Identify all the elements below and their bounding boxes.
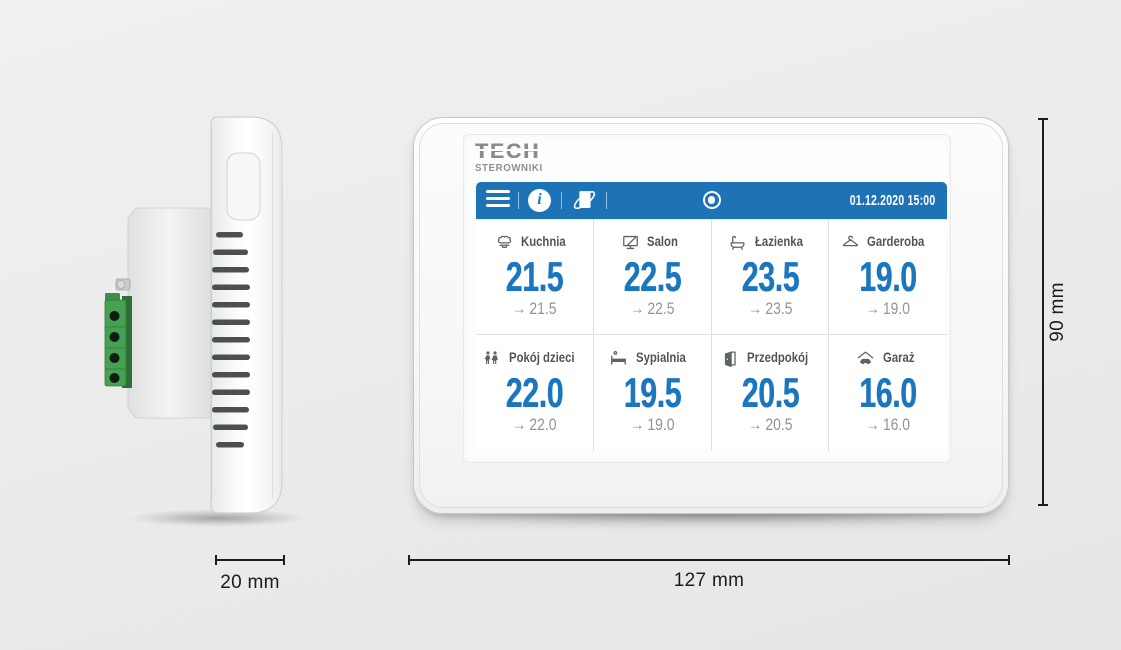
terminal-block (104, 293, 132, 388)
room-temperature: 19.0 (859, 253, 917, 300)
room-temperature: 20.5 (741, 369, 799, 416)
width-dimension-label: 127 mm (673, 570, 745, 591)
device-screen-glass: TECH STEROWNIKI i (463, 134, 951, 463)
setpoint-arrow-icon: → (865, 299, 880, 318)
device-side-view (104, 116, 308, 527)
room-tile-header: Łazienka (712, 232, 829, 252)
topbar-divider (561, 192, 562, 209)
room-tile-header: Garderoba (829, 232, 947, 252)
height-dimension-line (1038, 118, 1048, 506)
room-name: Garaż (882, 350, 915, 366)
setpoint-arrow-icon: → (865, 415, 880, 434)
room-tile-header: Pokój dzieci (476, 348, 593, 368)
hanger-icon (840, 232, 860, 252)
room-name: Salon (647, 234, 679, 250)
setpoint-arrow-icon: → (747, 415, 762, 434)
room-tile-header: Sypialnia (594, 348, 711, 368)
room-name: Pokój dzieci (508, 350, 575, 366)
children-icon (482, 348, 502, 368)
thermostat-screen: i 01.12.2020 15:00 (476, 182, 947, 452)
room-temperature: 22.0 (505, 369, 564, 416)
room-tile[interactable]: Kuchnia 21.5 → 21.5 (476, 219, 594, 335)
width-dimension-line (408, 555, 1010, 565)
vent-slots (212, 232, 250, 448)
room-tile[interactable]: Łazienka 23.5 → 23.5 (711, 219, 830, 335)
room-name: Łazienka (754, 234, 803, 250)
mounting-screw (115, 278, 131, 291)
room-tile-header: Garaż (829, 348, 947, 368)
room-tile[interactable]: Garderoba 19.0 → 19.0 (829, 219, 947, 335)
room-setpoint: → 16.0 (865, 415, 911, 434)
brand-logo: TECH STEROWNIKI (472, 140, 545, 174)
door-icon (720, 348, 740, 368)
topbar-divider (518, 192, 519, 209)
room-setpoint: → 22.5 (629, 299, 675, 318)
garage-icon (856, 348, 876, 368)
height-dimension-label: 90 mm (1047, 282, 1068, 342)
chef-hat-icon (494, 232, 514, 252)
room-name: Sypialnia (635, 350, 686, 366)
room-tile[interactable]: Garaż 16.0 → 16.0 (829, 335, 947, 451)
menu-icon[interactable] (486, 190, 510, 211)
bathtub-icon (728, 232, 748, 252)
datetime-label: 01.12.2020 15:00 (849, 192, 935, 209)
setpoint-arrow-icon: → (629, 299, 644, 318)
room-setpoint: → 21.5 (512, 299, 557, 318)
module-icon[interactable] (570, 186, 598, 220)
room-temperature: 16.0 (859, 369, 917, 416)
room-temperature: 23.5 (741, 253, 799, 300)
room-tile[interactable]: Sypialnia 19.5 → 19.0 (594, 335, 712, 451)
topbar-divider (606, 192, 607, 209)
room-setpoint: → 23.5 (747, 299, 793, 318)
plate-recess (226, 152, 261, 221)
room-tile-header: Przedpokój (712, 348, 829, 368)
setpoint-arrow-icon: → (747, 299, 762, 318)
room-tile-header: Salon (594, 232, 711, 252)
room-tile-header: Kuchnia (476, 232, 593, 252)
front-plate (210, 116, 283, 514)
info-icon[interactable]: i (528, 189, 551, 212)
depth-dimension-label: 20 mm (220, 572, 280, 593)
room-setpoint: → 22.0 (512, 415, 557, 434)
side-device-shadow (128, 509, 308, 527)
room-tile[interactable]: Przedpokój 20.5 → 20.5 (712, 335, 830, 451)
bed-icon (609, 348, 629, 368)
room-name: Garderoba (867, 234, 925, 250)
room-setpoint: → 20.5 (747, 415, 793, 434)
room-setpoint: → 19.0 (629, 415, 675, 434)
setpoint-arrow-icon: → (512, 415, 527, 434)
room-temperature: 22.5 (623, 253, 681, 300)
setpoint-arrow-icon: → (512, 299, 527, 318)
setpoint-arrow-icon: → (629, 415, 644, 434)
target-icon (702, 191, 721, 209)
room-tile[interactable]: Pokój dzieci 22.0 → 22.0 (476, 335, 594, 451)
room-name: Przedpokój (746, 350, 809, 366)
room-name: Kuchnia (521, 234, 566, 250)
room-tiles-grid: Kuchnia 21.5 → 21.5 Salon 22.5 → 22.5 Łazi… (476, 219, 947, 451)
brand-logo-text: TECH (472, 140, 543, 163)
room-temperature: 21.5 (505, 253, 564, 300)
room-tile[interactable]: Salon 22.5 → 22.5 (593, 219, 712, 335)
device-front-view: TECH STEROWNIKI i (413, 117, 1009, 514)
tv-icon (620, 232, 640, 252)
depth-dimension-line (215, 555, 285, 565)
brand-logo-subtitle: STEROWNIKI (475, 163, 543, 174)
rear-housing (127, 207, 213, 419)
room-temperature: 19.5 (623, 369, 681, 416)
screen-topbar: i 01.12.2020 15:00 (476, 182, 947, 219)
room-setpoint: → 19.0 (865, 299, 911, 318)
